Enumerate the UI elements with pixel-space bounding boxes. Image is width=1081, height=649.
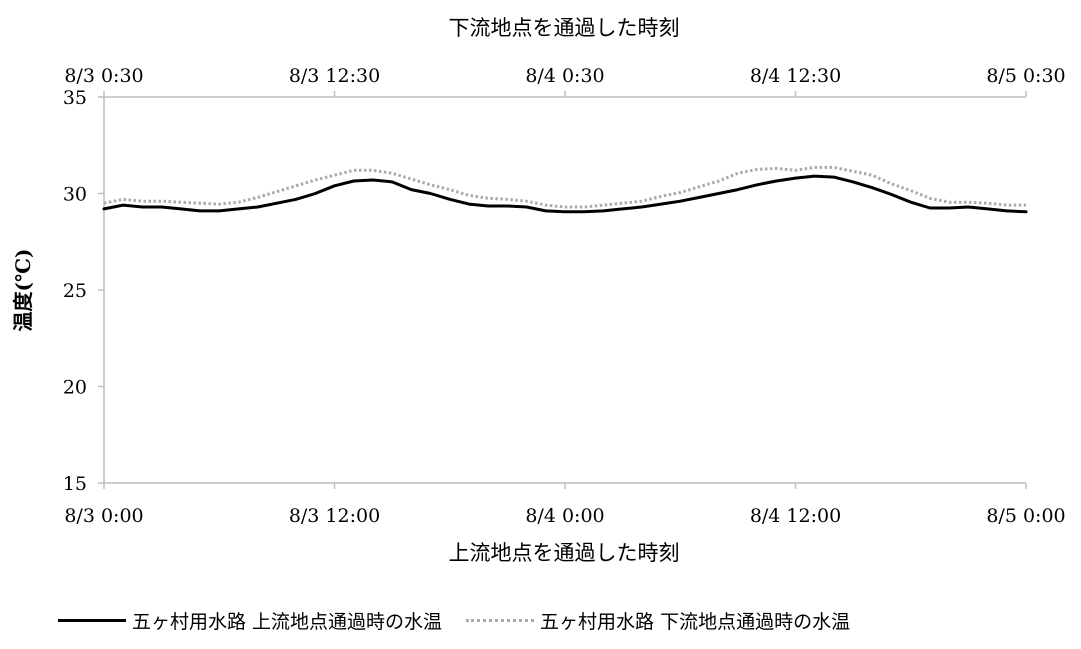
bottom-x-tick-label: 8/3 0:00 (64, 505, 143, 527)
bottom-x-tick-label: 8/5 0:00 (986, 505, 1065, 527)
top-x-tick-label: 8/5 0:30 (986, 65, 1065, 87)
top-x-axis-title: 下流地点を通過した時刻 (449, 16, 680, 40)
legend-label-upstream: 五ヶ村用水路 上流地点通過時の水温 (132, 610, 443, 633)
legend: 五ヶ村用水路 上流地点通過時の水温 五ヶ村用水路 下流地点通過時の水温 (58, 606, 874, 634)
bottom-x-axis-title: 上流地点を通過した時刻 (449, 541, 680, 565)
top-x-tick-label: 8/3 12:30 (289, 65, 380, 87)
bottom-x-tick-label: 8/3 12:00 (289, 505, 380, 527)
bottom-x-tick-label: 8/4 12:00 (750, 505, 841, 527)
legend-item-downstream: 五ヶ村用水路 下流地点通過時の水温 (466, 607, 850, 634)
legend-swatch-downstream (466, 618, 535, 622)
y-tick-label: 15 (63, 473, 87, 495)
series-line-upstream (102, 174, 1028, 214)
axes: 15 20 25 30 35 8/3 0:00 8/3 12:00 8/4 0:00 8/4 1… (63, 65, 1066, 527)
legend-label-downstream: 五ヶ村用水路 下流地点通過時の水温 (540, 610, 851, 633)
series-lines (102, 165, 1028, 214)
top-x-tick-label: 8/4 12:30 (750, 65, 841, 87)
top-x-tick-label: 8/3 0:30 (64, 65, 143, 87)
legend-item-upstream: 五ヶ村用水路 上流地点通過時の水温 (58, 607, 442, 634)
y-axis-title: 温度(℃) (11, 249, 35, 332)
y-tick-label: 25 (63, 280, 87, 302)
y-tick-label: 20 (63, 377, 87, 399)
legend-swatch-upstream (58, 618, 126, 622)
y-tick-label: 30 (63, 184, 87, 206)
y-tick-label: 35 (63, 87, 87, 109)
bottom-x-tick-label: 8/4 0:00 (525, 505, 604, 527)
series-line-downstream (103, 165, 1026, 209)
top-x-tick-label: 8/4 0:30 (525, 65, 604, 87)
